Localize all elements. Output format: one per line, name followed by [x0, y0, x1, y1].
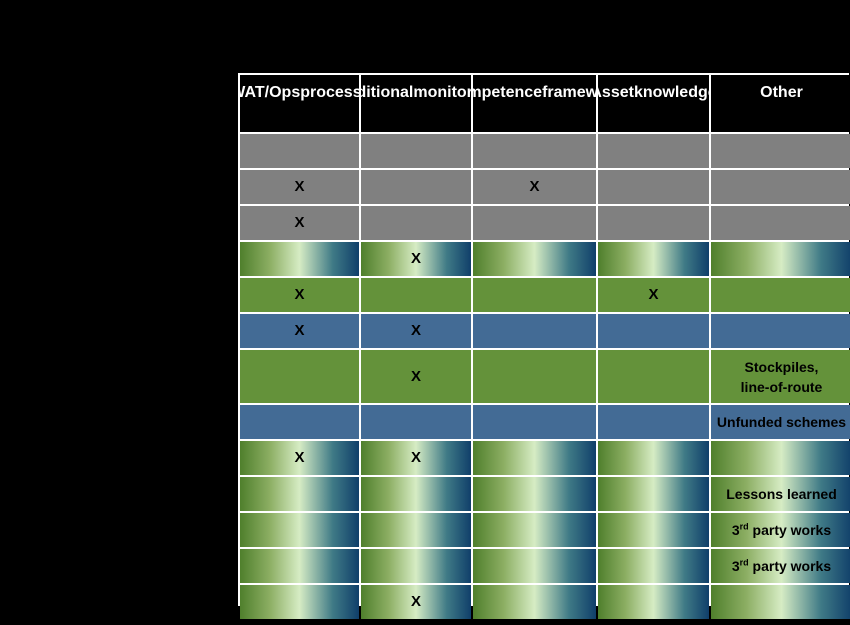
table-cell: [240, 549, 359, 583]
table-cell: [598, 314, 709, 348]
table-cell: [598, 134, 709, 168]
table-cell: [361, 477, 471, 511]
table-cell: [473, 314, 596, 348]
table-cell: [361, 549, 471, 583]
table-cell: [240, 405, 359, 439]
table-cell: X: [361, 585, 471, 619]
table-cell: [598, 513, 709, 547]
column-header: EWAT/Opsprocesses: [240, 75, 359, 132]
table-cell: [473, 405, 596, 439]
table-cell: [361, 170, 471, 204]
table-cell: [473, 278, 596, 312]
check-mark: X: [410, 322, 421, 339]
column-header: Other: [711, 75, 850, 132]
table-cell: [361, 513, 471, 547]
table-cell: [711, 206, 850, 240]
table-cell: [711, 278, 850, 312]
table-cell: X: [361, 350, 471, 403]
column-header-line: EWAT/Ops: [240, 84, 301, 101]
table-cell: X: [240, 206, 359, 240]
check-mark: X: [410, 367, 421, 385]
table-cell: X: [240, 441, 359, 475]
check-mark: X: [294, 322, 305, 339]
table-cell: [473, 585, 596, 619]
column-header-line: Other: [760, 84, 803, 101]
table-cell: [711, 170, 850, 204]
table-cell: [598, 405, 709, 439]
table-cell: [361, 405, 471, 439]
check-mark: X: [410, 449, 421, 466]
column-header: Competenceframework: [473, 75, 596, 132]
table-cell: 3rd party works: [711, 549, 850, 583]
column-header-line: framework: [542, 84, 596, 101]
table-cell: [598, 170, 709, 204]
table-cell: 3rd party works: [711, 513, 850, 547]
table-cell: [711, 441, 850, 475]
table-cell: [473, 242, 596, 276]
table-cell: [473, 549, 596, 583]
table-cell: X: [473, 170, 596, 204]
table-cell: [711, 314, 850, 348]
table-cell: [598, 441, 709, 475]
table-cell: [240, 242, 359, 276]
table-cell: [361, 206, 471, 240]
column-header-line: monitoring: [413, 84, 471, 101]
other-note: Unfunded schemes: [716, 414, 847, 430]
column-header: Additionalmonitoring: [361, 75, 471, 132]
check-mark: X: [294, 214, 305, 231]
table-cell: X: [240, 170, 359, 204]
column-header-line: Additional: [361, 84, 414, 101]
table-cell: [240, 585, 359, 619]
table-cell: X: [361, 314, 471, 348]
table-cell: [598, 477, 709, 511]
table-cell: X: [598, 278, 709, 312]
column-header-line: knowledge: [633, 84, 709, 101]
table-cell: [598, 585, 709, 619]
table-cell: [598, 242, 709, 276]
check-mark: X: [294, 286, 305, 303]
column-header-line: Competence: [473, 84, 543, 101]
check-mark: X: [294, 178, 305, 195]
table-cell: Stockpiles, line-of-route: [711, 350, 850, 403]
table-cell: X: [361, 242, 471, 276]
other-note: 3rd party works: [731, 557, 832, 574]
check-mark: X: [410, 593, 421, 610]
table-cell: Lessons learned: [711, 477, 850, 511]
other-note: 3rd party works: [731, 521, 832, 538]
table-cell: [711, 585, 850, 619]
table-cell: [598, 350, 709, 403]
check-mark: X: [410, 250, 421, 267]
check-mark: X: [294, 449, 305, 466]
table-cell: [240, 513, 359, 547]
table-cell: [473, 477, 596, 511]
table-cell: [598, 206, 709, 240]
responsibility-matrix: EWAT/OpsprocessesAdditionalmonitoringCom…: [238, 73, 850, 619]
table-cell: [473, 134, 596, 168]
table-cell: [473, 206, 596, 240]
table-cell: [361, 278, 471, 312]
column-header-line: Asset: [598, 84, 634, 101]
table-cell: [473, 513, 596, 547]
table-cell: Unfunded schemes: [711, 405, 850, 439]
table-cell: X: [240, 278, 359, 312]
table-cell: [240, 477, 359, 511]
table-cell: X: [361, 441, 471, 475]
check-mark: X: [529, 178, 540, 195]
table-cell: [598, 549, 709, 583]
column-header-line: processes: [300, 84, 359, 101]
table-cell: [361, 134, 471, 168]
table-cell: [240, 350, 359, 403]
table-cell: [711, 242, 850, 276]
other-note: Stockpiles, line-of-route: [740, 358, 823, 395]
other-note: Lessons learned: [726, 486, 837, 502]
column-header: Assetknowledge: [598, 75, 709, 132]
check-mark: X: [648, 286, 659, 303]
table-cell: X: [240, 314, 359, 348]
table-cell: [473, 350, 596, 403]
table-cell: [473, 441, 596, 475]
table-cell: [240, 134, 359, 168]
table-cell: [711, 134, 850, 168]
